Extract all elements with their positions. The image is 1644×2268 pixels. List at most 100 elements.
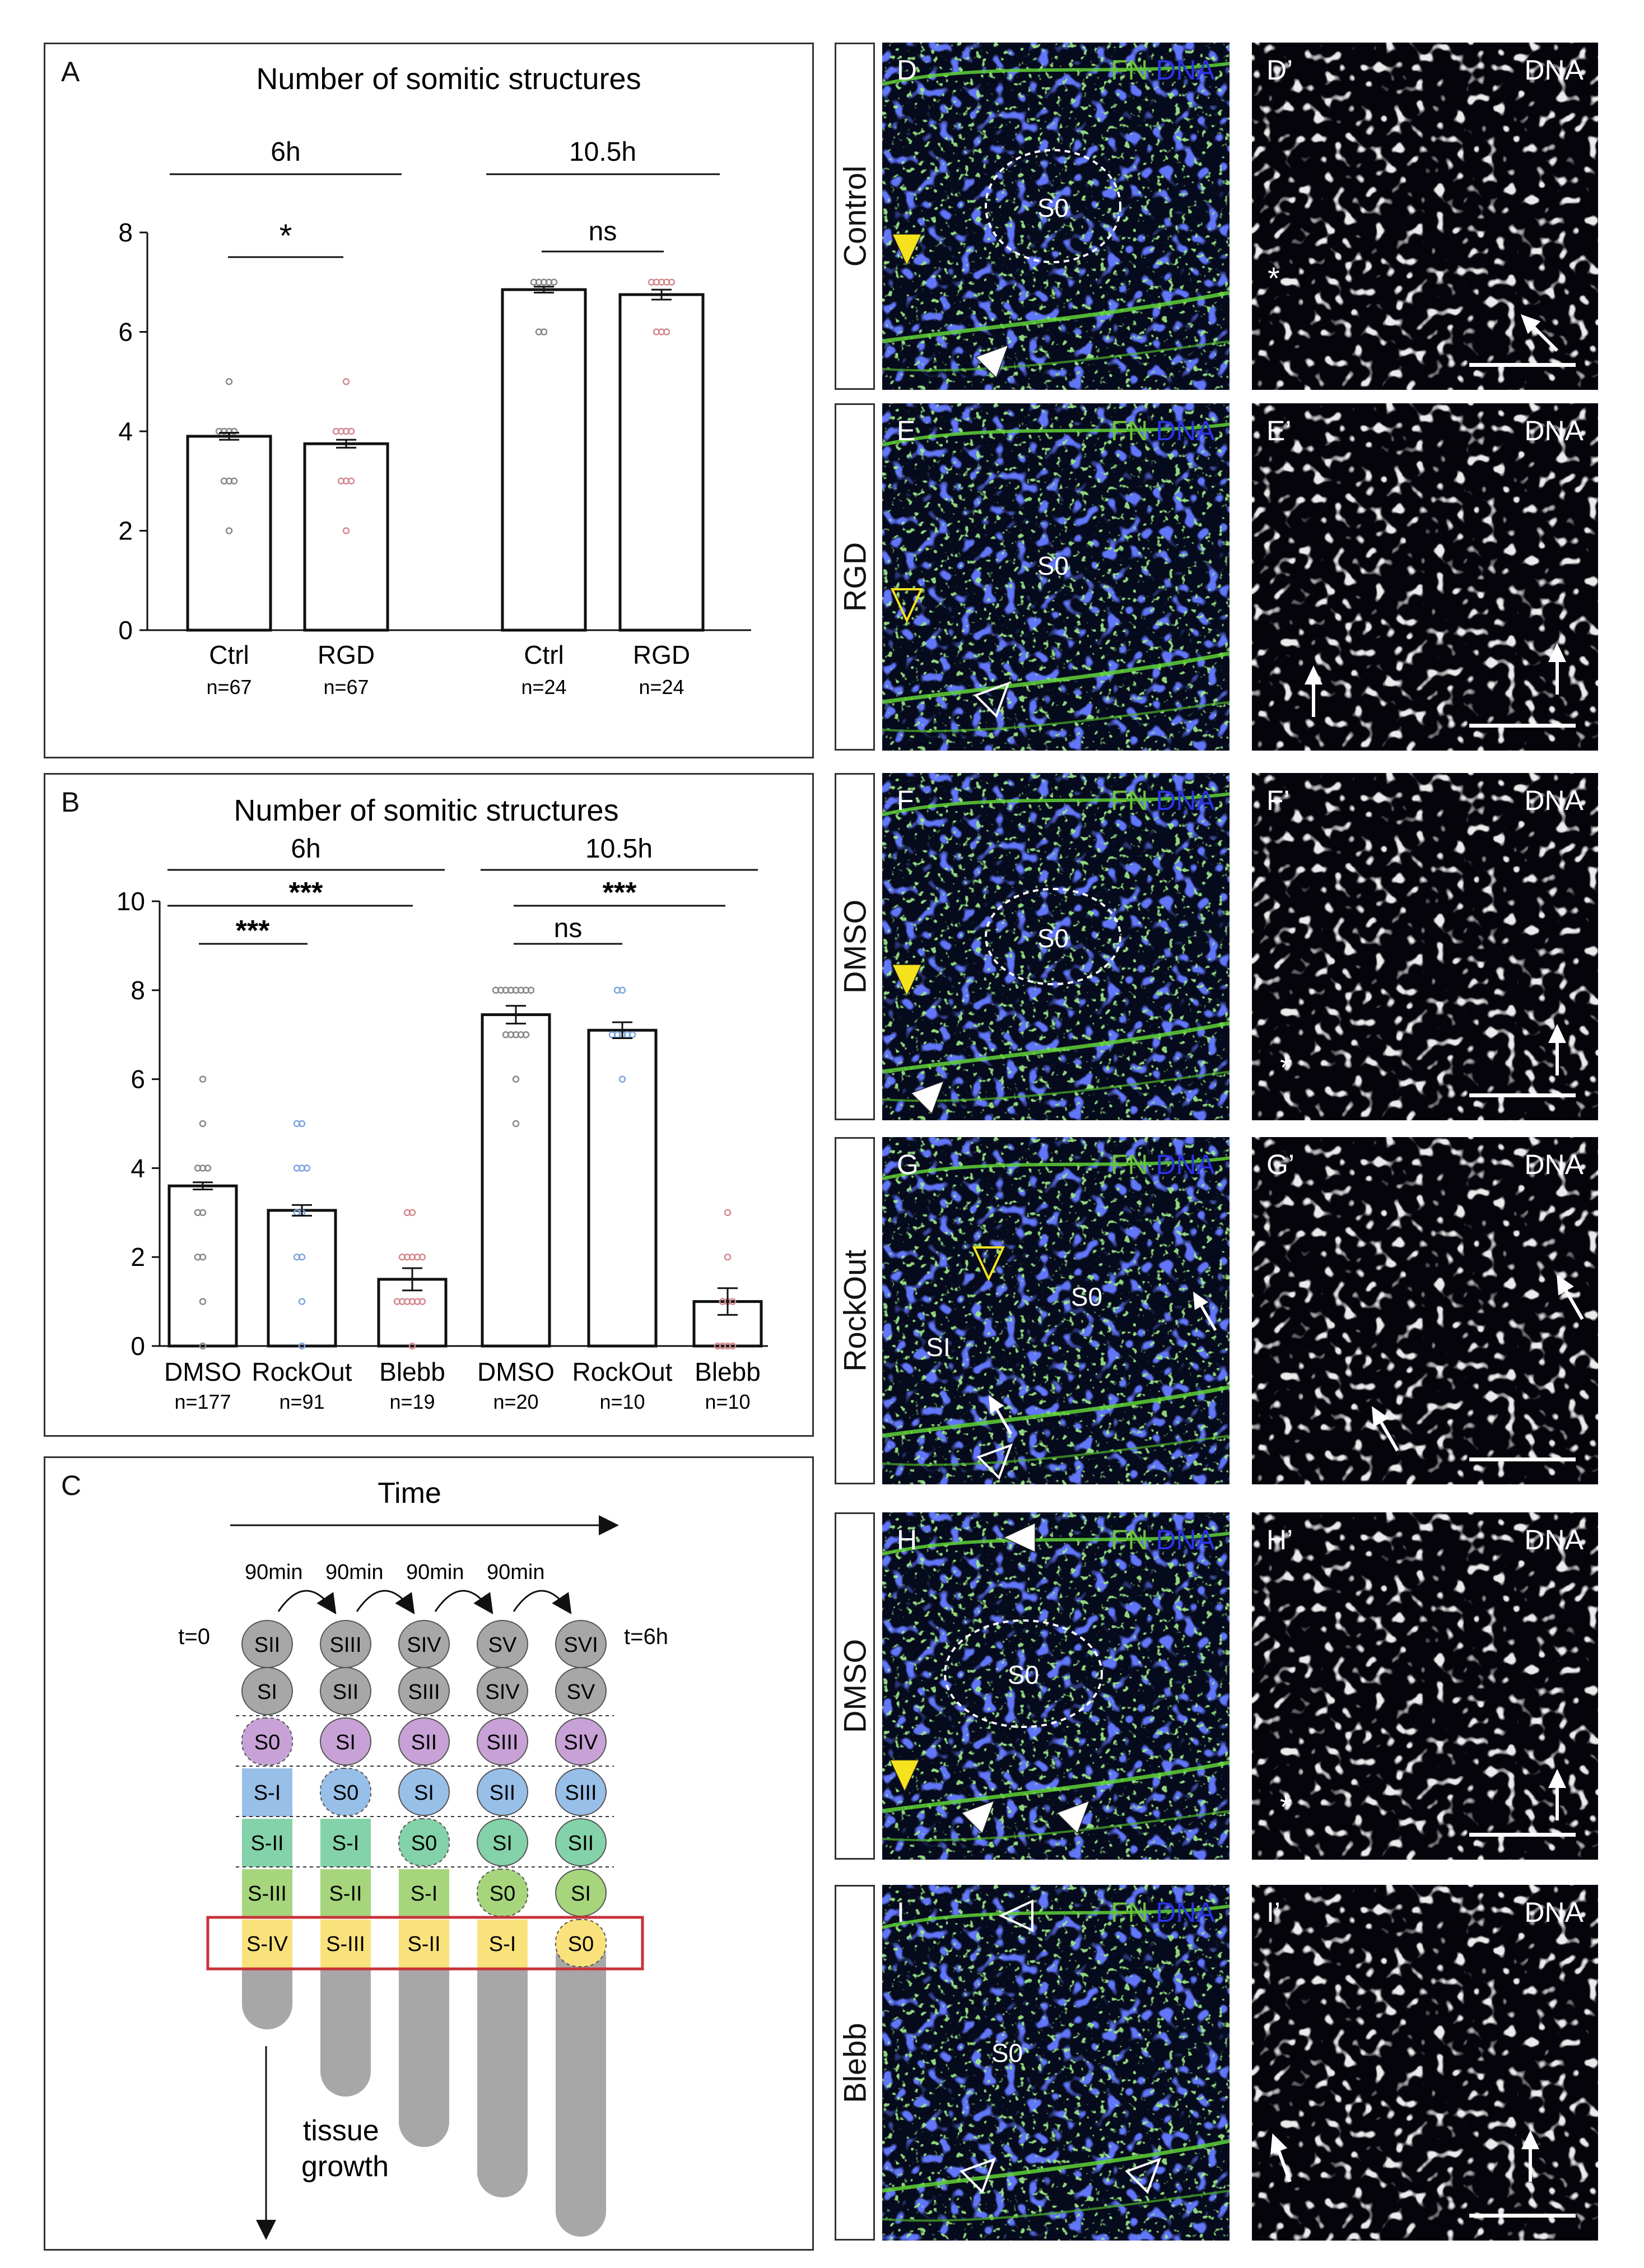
data-point — [347, 477, 355, 485]
data-point — [337, 477, 345, 485]
dna-channel-label: DNA — [1156, 785, 1215, 816]
segment-label: S0 — [490, 1882, 515, 1906]
fn-dna-micrograph: S0 E FN DNA — [882, 403, 1229, 751]
y-tick-label: 8 — [131, 976, 145, 1005]
region-label: S0 — [1071, 1282, 1102, 1311]
row-label-text: RGD — [837, 542, 873, 612]
arrow-icon — [1193, 1291, 1217, 1331]
fn-dna-micrograph: S0 F FN DNA — [882, 773, 1229, 1120]
n-label: n=19 — [389, 1390, 435, 1413]
time-label: Time — [378, 1477, 441, 1510]
sig-ctrl-rgd-10-5h: ns — [589, 217, 617, 246]
somite-segment — [398, 1717, 450, 1766]
segment-s0 — [320, 1768, 371, 1816]
category-label: DMSO — [164, 1357, 241, 1386]
bar — [501, 288, 587, 632]
segment-label: S-I — [411, 1882, 438, 1906]
arrow-icon — [989, 1395, 1013, 1435]
somite-segment — [477, 1818, 528, 1866]
psm-tail — [320, 1932, 371, 2097]
data-point — [668, 278, 676, 286]
micrograph-texture: S0 — [882, 1885, 1229, 2241]
micrograph-texture: S0 — [882, 773, 1229, 1120]
tissue-growth-label: tissue growth — [301, 2115, 389, 2183]
segment-label: S0 — [333, 1781, 358, 1805]
somite-segment — [555, 1818, 607, 1866]
fn-dna-micrograph: S0 H FN DNA — [882, 1512, 1229, 1860]
micrograph-letter: E’ — [1266, 415, 1292, 446]
dna-micrograph: E’ DNA — [1252, 403, 1598, 751]
data-point — [225, 378, 233, 385]
segment-label: S-II — [250, 1832, 283, 1855]
psm-segment — [242, 1920, 292, 1968]
segment-label: SIII — [565, 1781, 597, 1805]
segment-label: SI — [571, 1882, 591, 1906]
data-point — [724, 1253, 732, 1261]
channel-legend: FN DNA — [1111, 54, 1215, 86]
n-label: n=24 — [521, 676, 566, 698]
data-point — [729, 1342, 737, 1350]
dna-channel-label: DNA — [1156, 54, 1215, 86]
y-tick-label: 8 — [118, 218, 133, 247]
micrograph-texture: SI S0 — [882, 1137, 1229, 1484]
interval-label: 90min — [325, 1561, 384, 1584]
psm-tail — [399, 1932, 449, 2147]
arrowhead-icon — [1125, 2157, 1162, 2194]
region-label: S0 — [1008, 1660, 1039, 1689]
channel-legend: FN DNA — [1111, 1148, 1215, 1181]
row-label-rockout: RockOut — [835, 1137, 875, 1484]
asterisk-marker: * — [1280, 1789, 1292, 1824]
y-tick-label: 2 — [131, 1242, 145, 1272]
dna-channel-label: DNA — [1156, 1897, 1215, 1928]
arrow-icon — [1520, 314, 1559, 352]
scale-bar — [1469, 1833, 1576, 1837]
chart-title: Number of somitic structures — [256, 62, 641, 96]
group-label-6h: 6h — [291, 834, 320, 864]
row-label-blebb: Blebb — [835, 1885, 875, 2241]
segment-label: S-II — [407, 1932, 440, 1956]
micrograph-letter: F’ — [1266, 785, 1290, 816]
arrowhead-icon — [974, 681, 1010, 718]
micrograph-letter: I’ — [1266, 1897, 1280, 1928]
scale-bar — [1469, 1457, 1576, 1461]
segment-label: SIII — [408, 1680, 440, 1704]
micrograph-letter: G — [897, 1149, 919, 1180]
data-point — [512, 1075, 520, 1083]
data-point — [530, 278, 538, 286]
panel-b: B Number of somitic structures 6h 10.5h … — [44, 773, 814, 1437]
psm-segment — [320, 1819, 371, 1867]
arrow-icon — [1557, 1274, 1584, 1320]
arrowhead-icon — [1003, 1522, 1036, 1553]
psm-tail — [477, 1932, 528, 2197]
micrograph-letter: G’ — [1266, 1149, 1294, 1180]
psm-segment — [242, 1768, 292, 1817]
segment-label: S-IV — [246, 1932, 288, 1956]
scale-bar — [1469, 1093, 1576, 1097]
somite-segment — [555, 1667, 607, 1715]
micrograph-letter: D — [897, 54, 918, 86]
micrograph-texture — [1252, 1137, 1598, 1484]
data-point — [230, 477, 238, 485]
arrowhead-icon — [972, 1246, 1005, 1282]
segment-label: SII — [411, 1731, 437, 1754]
n-label: n=67 — [323, 676, 369, 698]
category-label: RockOut — [572, 1357, 673, 1386]
dna-channel-label: DNA — [1524, 54, 1584, 86]
category-label: Ctrl — [524, 640, 564, 669]
somite-segment — [320, 1717, 371, 1766]
data-point — [220, 477, 228, 485]
data-point — [293, 1165, 301, 1172]
panel-c: C Time t=0 t=6h SII SI S0 S-I S-II S-III S-IV S… — [44, 1456, 814, 2251]
segmentation-diagram: Time t=0 t=6h SII SI S0 S-I S-II S-III S-IV SII… — [178, 1477, 668, 2240]
dna-channel-label: DNA — [1524, 1149, 1584, 1180]
segment-label: S-I — [254, 1781, 281, 1805]
segment-label: SII — [254, 1633, 280, 1657]
dna-channel-label: DNA — [1156, 1149, 1215, 1180]
category-label: DMSO — [477, 1357, 555, 1386]
micrograph-texture: * — [1252, 1512, 1598, 1860]
data-point — [342, 527, 350, 534]
row-label-text: Blebb — [837, 2022, 873, 2103]
channel-legend: FN DNA — [1111, 784, 1215, 817]
micrograph-letter: H’ — [1266, 1524, 1293, 1556]
data-point — [293, 1253, 301, 1261]
